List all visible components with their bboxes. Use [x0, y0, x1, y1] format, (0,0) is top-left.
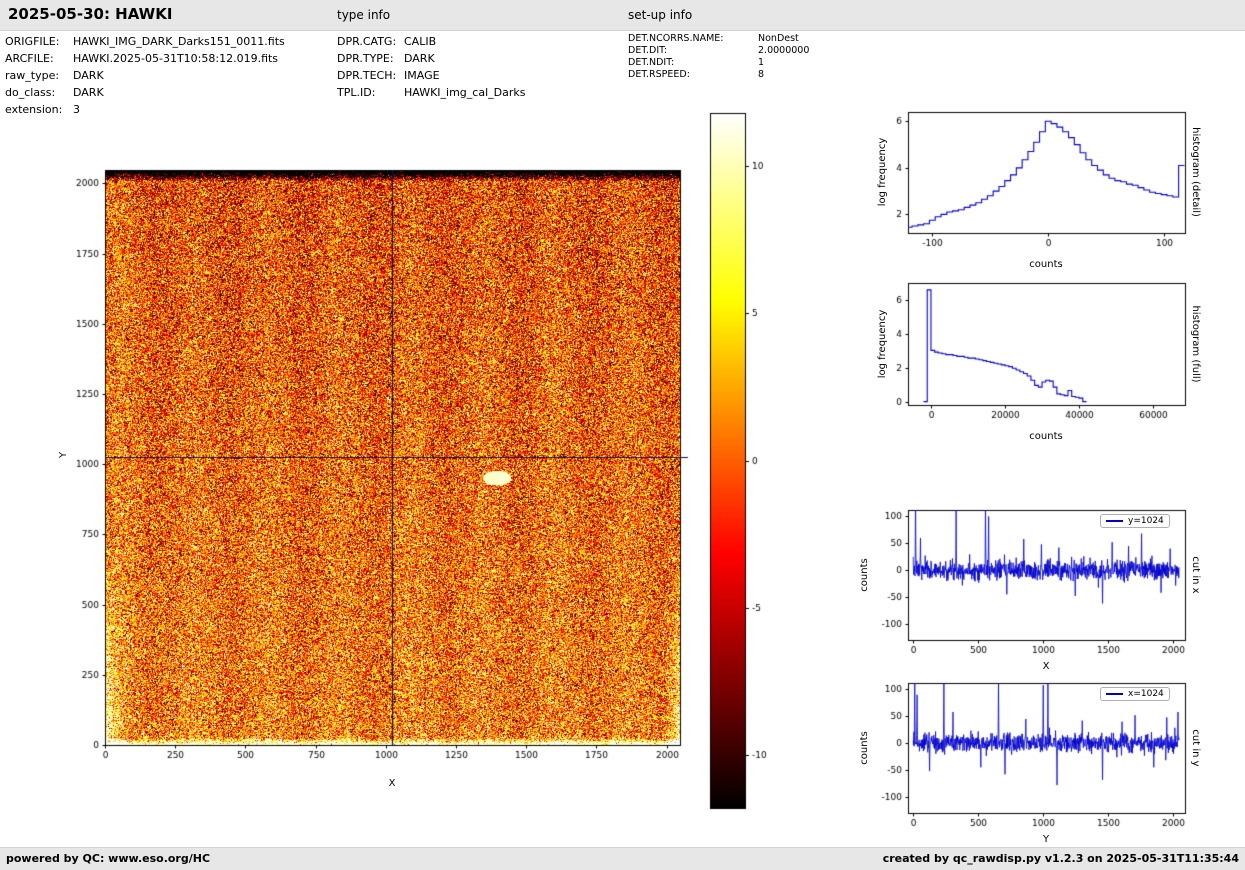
- info-row: DET.DIT:2.0000000: [628, 45, 809, 57]
- info-label: TPL.ID:: [337, 86, 404, 99]
- info-label: DET.NDIT:: [628, 57, 758, 68]
- main-x-axis-label: X: [389, 778, 396, 789]
- footer-right-text: created by qc_rawdisp.py v1.2.3 on 2025-…: [883, 852, 1239, 865]
- file-info-block: ORIGFILE:HAWKI_IMG_DARK_Darks151_0011.fi…: [5, 35, 285, 120]
- info-label: do_class:: [5, 86, 73, 99]
- colorbar: [705, 105, 790, 820]
- info-row: DPR.TECH:IMAGE: [337, 69, 525, 86]
- footer-left-text: powered by QC: www.eso.org/HC: [6, 852, 210, 865]
- info-value: CALIB: [404, 35, 436, 48]
- info-value: NonDest: [758, 33, 799, 44]
- hist-detail-y-label: log frequency: [877, 138, 888, 207]
- hist-detail-x-label: counts: [1029, 259, 1062, 270]
- type-info-heading: type info: [337, 8, 390, 22]
- info-label: extension:: [5, 103, 73, 116]
- info-value: 1: [758, 57, 764, 68]
- main-y-axis-label: Y: [58, 452, 69, 458]
- page-title: 2025-05-30: HAWKI: [8, 5, 172, 23]
- info-value: HAWKI_IMG_DARK_Darks151_0011.fits: [73, 35, 285, 48]
- info-value: HAWKI.2025-05-31T10:58:12.019.fits: [73, 52, 278, 65]
- info-row: raw_type:DARK: [5, 69, 285, 86]
- legend-line-sample: [1106, 520, 1123, 522]
- info-row: DET.NDIT:1: [628, 57, 809, 69]
- footer-bar: powered by QC: www.eso.org/HC created by…: [0, 847, 1245, 870]
- histogram-detail-chart: [865, 100, 1195, 265]
- info-row: ARCFILE:HAWKI.2025-05-31T10:58:12.019.fi…: [5, 52, 285, 69]
- info-value: 2.0000000: [758, 45, 809, 56]
- info-value: IMAGE: [404, 69, 440, 82]
- info-label: ARCFILE:: [5, 52, 73, 65]
- legend-line-sample: [1106, 693, 1123, 695]
- info-row: TPL.ID:HAWKI_img_cal_Darks: [337, 86, 525, 103]
- cut-y-legend: x=1024: [1100, 687, 1170, 701]
- info-row: DET.RSPEED:8: [628, 69, 809, 81]
- info-value: HAWKI_img_cal_Darks: [404, 86, 525, 99]
- info-label: DPR.CATG:: [337, 35, 404, 48]
- setup-info-block: DET.NCORRS.NAME:NonDest DET.DIT:2.000000…: [628, 33, 809, 81]
- hist-full-y-label: log frequency: [877, 310, 888, 379]
- header-bar: 2025-05-30: HAWKI type info set-up info: [0, 0, 1245, 31]
- info-row: do_class:DARK: [5, 86, 285, 103]
- info-value: 3: [73, 103, 80, 116]
- info-label: DPR.TYPE:: [337, 52, 404, 65]
- info-row: extension:3: [5, 103, 285, 120]
- info-row: DPR.TYPE:DARK: [337, 52, 525, 69]
- cut-y-y-label: counts: [859, 731, 870, 764]
- info-label: DET.NCORRS.NAME:: [628, 33, 758, 44]
- cut-x-legend: y=1024: [1100, 514, 1170, 528]
- type-info-block: DPR.CATG:CALIB DPR.TYPE:DARK DPR.TECH:IM…: [337, 35, 525, 103]
- hist-full-x-label: counts: [1029, 431, 1062, 442]
- info-value: 8: [758, 69, 764, 80]
- setup-info-heading: set-up info: [628, 8, 692, 22]
- cut-x-right-label: cut in x: [1190, 556, 1201, 593]
- info-label: DET.RSPEED:: [628, 69, 758, 80]
- info-label: DET.DIT:: [628, 45, 758, 56]
- dark-frame-heatmap: [55, 145, 705, 805]
- info-value: DARK: [404, 52, 435, 65]
- legend-label: y=1024: [1128, 516, 1164, 526]
- hist-full-right-label: histogram (full): [1190, 305, 1201, 382]
- qc-report-page: 2025-05-30: HAWKI type info set-up info …: [0, 0, 1245, 870]
- histogram-full-chart: [865, 275, 1195, 440]
- info-row: ORIGFILE:HAWKI_IMG_DARK_Darks151_0011.fi…: [5, 35, 285, 52]
- info-label: ORIGFILE:: [5, 35, 73, 48]
- info-label: DPR.TECH:: [337, 69, 404, 82]
- info-row: DET.NCORRS.NAME:NonDest: [628, 33, 809, 45]
- cut-y-right-label: cut in y: [1190, 729, 1201, 766]
- hist-detail-right-label: histogram (detail): [1190, 127, 1201, 217]
- info-row: DPR.CATG:CALIB: [337, 35, 525, 52]
- info-value: DARK: [73, 86, 104, 99]
- info-label: raw_type:: [5, 69, 73, 82]
- cut-x-x-label: X: [1043, 661, 1050, 672]
- cut-y-x-label: Y: [1043, 834, 1049, 845]
- cut-x-y-label: counts: [859, 558, 870, 591]
- legend-label: x=1024: [1128, 689, 1164, 699]
- info-value: DARK: [73, 69, 104, 82]
